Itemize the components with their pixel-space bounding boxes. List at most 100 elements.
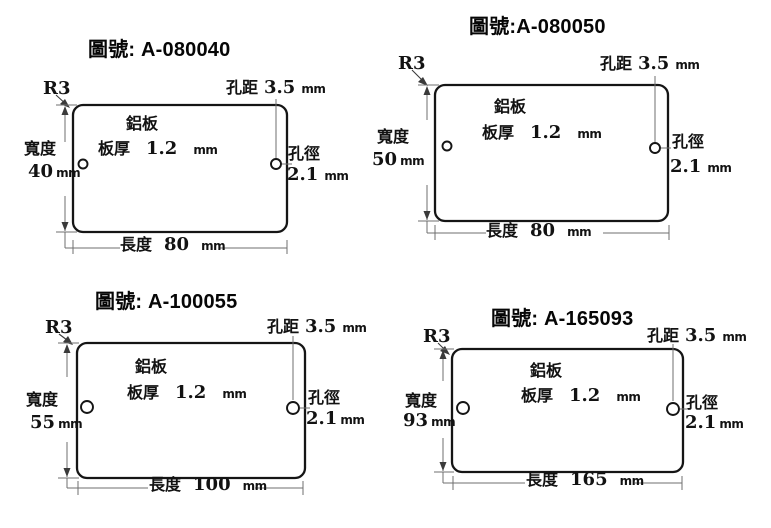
width-value: 40: [28, 161, 54, 182]
mounting-hole-left: [80, 400, 94, 414]
width-unit: mm: [56, 166, 81, 180]
drawing-number-title: 圖號: A-165093: [491, 308, 634, 330]
length-callout: 長度 80 mm: [486, 220, 592, 241]
length-label: 長度: [120, 235, 153, 254]
corner-radius-label: R3: [398, 53, 426, 74]
length-value: 80: [530, 220, 556, 241]
thickness-value: 1.2: [530, 122, 562, 143]
arrowhead-up: [63, 344, 71, 353]
hole-spacing-callout: 孔距 3.5 mm: [267, 316, 367, 337]
thickness-label: 板厚: [98, 139, 131, 158]
width-label: 寬度: [26, 390, 59, 409]
mounting-hole-left: [456, 401, 470, 415]
dimension-drawing: [411, 69, 671, 240]
hole-diameter-label: 孔徑: [672, 132, 705, 151]
length-label: 長度: [149, 475, 182, 494]
hole-spacing-callout: 孔距 3.5 mm: [600, 53, 700, 74]
hole-diameter-value-row: 2.1 mm: [670, 156, 732, 177]
hole-diameter-value-row: 2.1 mm: [287, 164, 349, 185]
hole-spacing-callout: 孔距 3.5 mm: [226, 78, 326, 97]
width-label: 寬度: [377, 127, 410, 146]
width-value-row: 93 mm: [403, 410, 456, 431]
thickness-unit: mm: [577, 127, 602, 141]
drawing-number-title: 圖號: A-100055: [95, 291, 238, 313]
arrowhead-down: [423, 211, 431, 220]
dimension-drawing: [434, 342, 690, 490]
thickness-unit: mm: [193, 143, 218, 157]
mounting-hole-right: [286, 401, 300, 415]
hole-diameter-value-row: 2.1 mm: [306, 410, 365, 428]
hole-spacing-unit: mm: [675, 58, 700, 72]
width-unit: mm: [58, 417, 83, 431]
hole-diameter-label: 孔徑: [288, 144, 321, 163]
mounting-hole-left: [441, 140, 453, 152]
hole-spacing-unit: mm: [722, 330, 747, 344]
corner-radius-label: R3: [45, 317, 73, 338]
width-value-row: 55 mm: [30, 412, 83, 433]
mounting-hole-left: [77, 158, 89, 170]
arrowhead-down: [439, 462, 447, 471]
dimension-drawing: [58, 333, 310, 495]
width-value: 50: [372, 149, 398, 170]
thickness-label: 板厚: [482, 123, 515, 142]
plate-outline: [433, 83, 670, 223]
hole-diameter-label: 孔徑: [686, 393, 719, 412]
hole-spacing-value: 3.5: [638, 53, 670, 74]
length-callout: 長度 100 mm: [149, 476, 267, 494]
plate-outline: [450, 347, 685, 474]
hole-diameter-unit: mm: [707, 161, 732, 175]
hole-spacing-unit: mm: [342, 321, 367, 335]
drawing-panel-a-080050: 圖號:A-080050 R3 孔距 3.5 mm 鋁板 板厚 1.2 mm 寬度…: [372, 0, 771, 264]
hole-spacing-callout: 孔距 3.5 mm: [647, 325, 747, 346]
hole-diameter-unit: mm: [719, 417, 744, 431]
width-value: 55: [30, 412, 56, 433]
thickness-callout: 板厚 1.2 mm: [127, 383, 247, 402]
length-unit: mm: [619, 474, 645, 488]
hole-diameter-value: 2.1: [670, 156, 702, 177]
mounting-hole-right: [666, 402, 680, 416]
width-unit: mm: [400, 154, 425, 168]
dimension-drawing: [55, 94, 292, 254]
length-callout: 長度 80 mm: [120, 234, 226, 255]
hole-spacing-value: 3.5: [305, 316, 337, 337]
hole-diameter-unit: mm: [324, 169, 349, 183]
width-value-row: 50 mm: [372, 149, 425, 170]
thickness-callout: 板厚 1.2 mm: [98, 138, 218, 159]
thickness-label: 板厚: [127, 383, 160, 402]
thickness-callout: 板厚 1.2 mm: [482, 122, 602, 143]
thickness-label: 板厚: [521, 386, 554, 405]
arrowhead-down: [63, 468, 71, 477]
leader-arrowhead: [418, 77, 428, 86]
drawing-panel-a-080040: 圖號: A-080040 R3 孔距 3.5 mm 鋁板 板厚 1.2 mm 寬…: [0, 0, 385, 264]
corner-radius-label: R3: [43, 78, 71, 99]
length-unit: mm: [201, 239, 226, 253]
width-unit: mm: [431, 415, 456, 429]
plate-outline: [75, 341, 307, 480]
thickness-value: 1.2: [146, 138, 178, 159]
leader-arrowhead: [60, 99, 70, 108]
material-label: 鋁板: [135, 357, 168, 376]
hole-spacing-value: 3.5: [685, 325, 717, 346]
mounting-hole-right: [649, 142, 661, 154]
thickness-callout: 板厚 1.2 mm: [521, 386, 641, 405]
arrowhead-up: [61, 106, 69, 115]
hole-spacing-label: 孔距: [226, 78, 259, 97]
thickness-unit: mm: [616, 390, 641, 404]
length-unit: mm: [242, 479, 268, 493]
hole-diameter-value: 2.1: [287, 164, 319, 185]
length-unit: mm: [567, 225, 592, 239]
hole-diameter-value-row: 2.1 mm: [685, 412, 744, 433]
hole-spacing-unit: mm: [301, 82, 326, 96]
length-value: 80: [164, 234, 190, 255]
thickness-unit: mm: [222, 387, 247, 401]
drawing-panel-a-100055: 圖號: A-100055 R3 孔距 3.5 mm 鋁板 板厚 1.2 mm 寬…: [0, 264, 385, 528]
material-label: 鋁板: [530, 361, 563, 380]
material-label: 鋁板: [494, 97, 527, 116]
length-value: 100: [193, 474, 231, 495]
hole-diameter-value: 2.1: [685, 412, 717, 433]
mounting-hole-right: [270, 158, 282, 170]
width-label: 寬度: [405, 391, 438, 410]
width-value: 93: [403, 410, 429, 431]
width-value-row: 40 mm: [28, 161, 81, 182]
